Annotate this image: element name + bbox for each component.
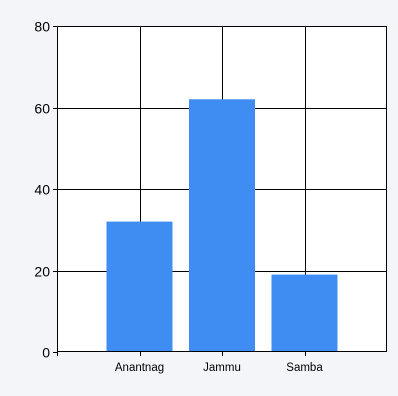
x-tick-label: Anantnag — [115, 362, 164, 374]
y-tick-labels: 0 20 40 60 80 — [34, 19, 50, 361]
x-tick-label: Jammu — [203, 362, 241, 374]
bar-samba — [271, 274, 338, 352]
y-tick-label: 80 — [34, 19, 50, 35]
y-tick-label: 40 — [34, 182, 50, 198]
bar-anantnag — [106, 221, 173, 352]
y-tick-label: 60 — [34, 101, 50, 117]
x-tick-labels: Anantnag Jammu Samba — [115, 362, 323, 374]
y-tick-label: 20 — [34, 264, 50, 280]
bars — [106, 99, 338, 352]
x-tick-label: Samba — [286, 362, 323, 374]
y-tick-label: 0 — [42, 345, 50, 361]
bar-jammu — [189, 99, 255, 352]
axes — [53, 26, 387, 356]
